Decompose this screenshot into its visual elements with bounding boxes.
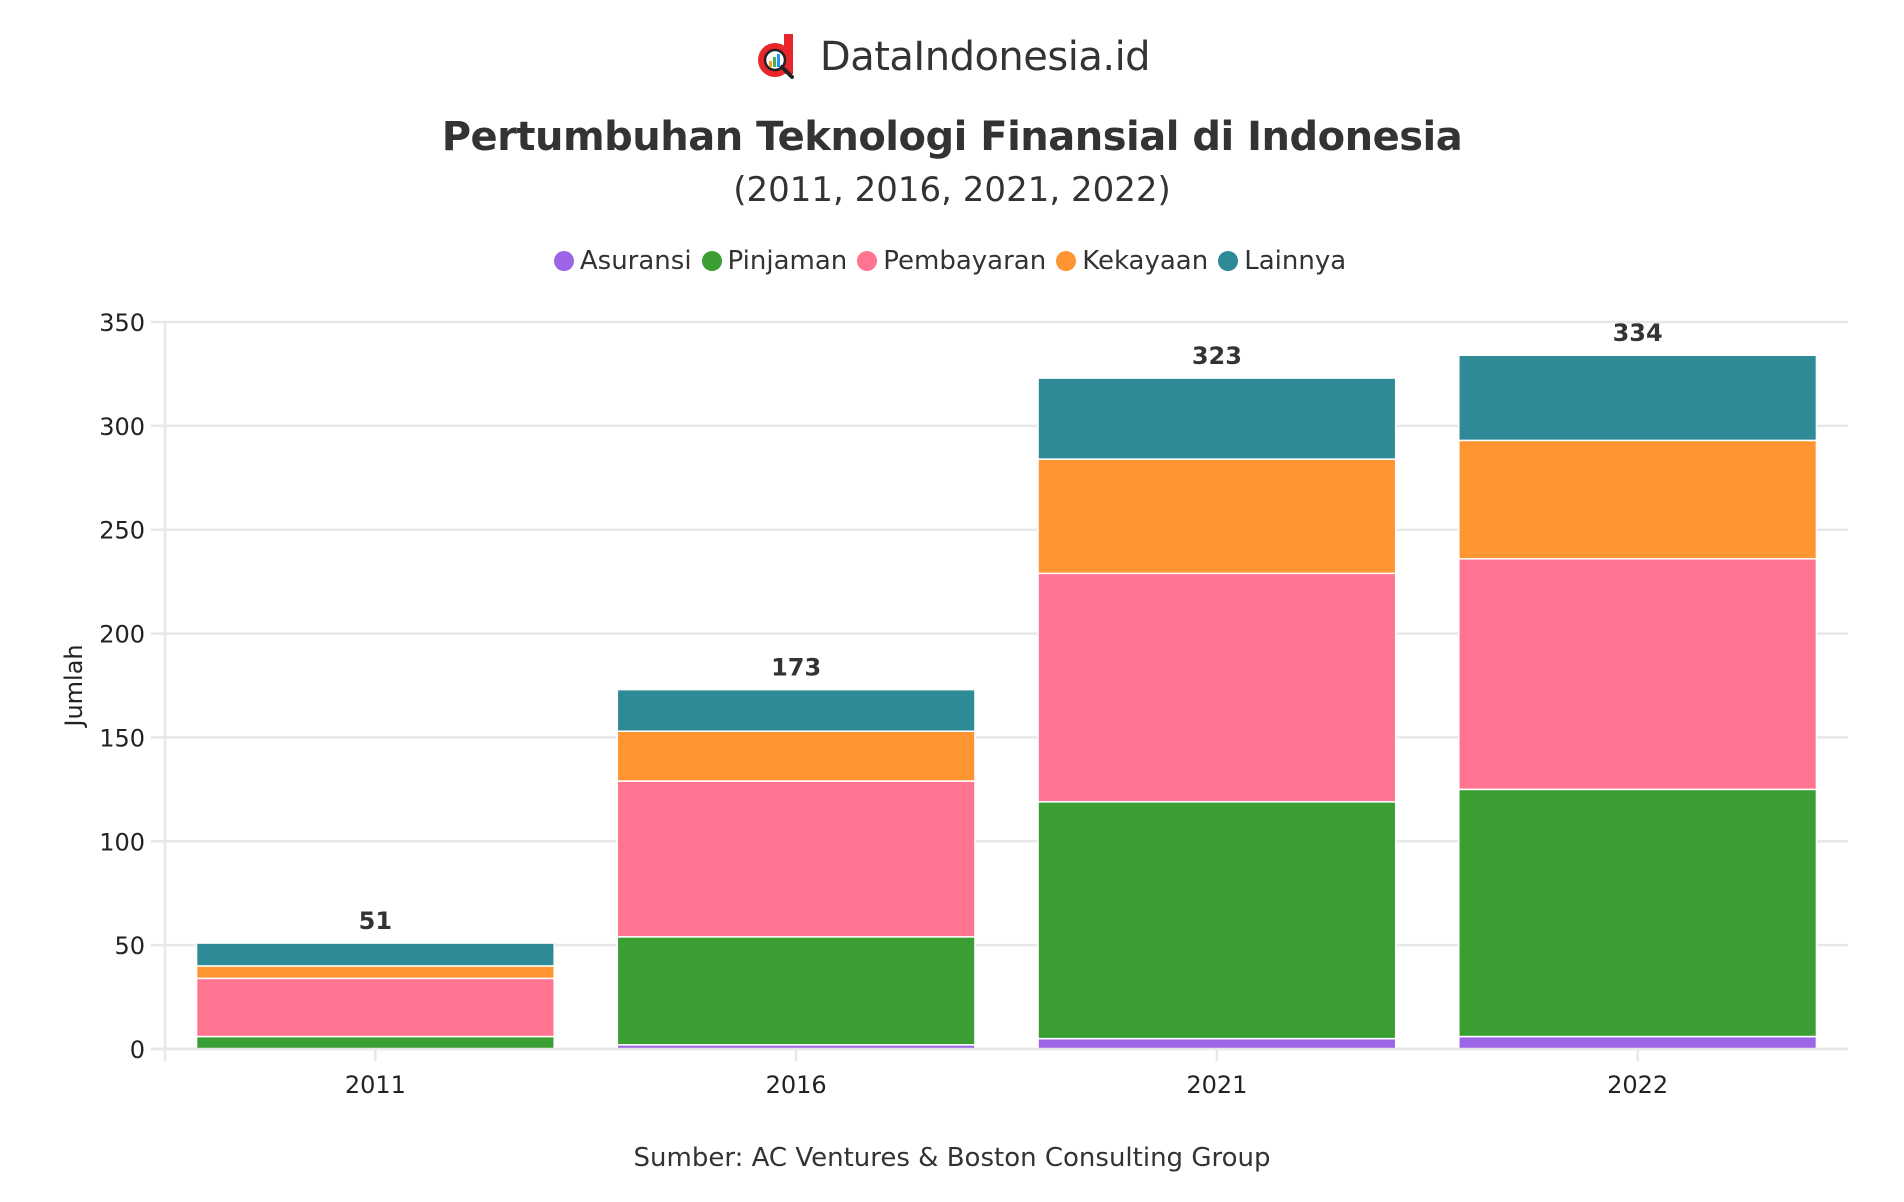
x-tick-label: 2022 [1607,1071,1668,1099]
bar-segment-pembayaran-2011 [195,977,555,1038]
bar-segment-kekayaan-2011 [195,965,555,980]
chart-legend: Asuransi Pinjaman Pembayaran Kekayaan Lainny… [0,246,1904,276]
x-tick-label: 2016 [766,1071,827,1099]
y-tick-label: 250 [99,517,145,545]
legend-dot-icon [1218,251,1239,271]
legend-dot-icon [553,251,574,271]
x-tick-label: 2021 [1186,1071,1247,1099]
bar-segment-pembayaran-2022 [1458,558,1818,791]
bar-segment-pembayaran-2016 [616,780,976,938]
bar-segment-kekayaan-2016 [616,730,976,782]
bar-segment-asuransi-2022 [1458,1035,1818,1050]
bar-segment-pinjaman-2011 [195,1035,555,1050]
bar-segment-pinjaman-2016 [616,936,976,1046]
y-tick-label: 200 [99,621,145,649]
legend-label: Lainnya [1244,246,1347,276]
legend-item-pembayaran[interactable]: Pembayaran [857,246,1046,276]
bar-segment-pinjaman-2021 [1037,801,1397,1040]
bar-segment-lainnya-2016 [616,688,976,732]
y-tick-label: 0 [130,1036,145,1064]
bar-segment-pinjaman-2022 [1458,788,1818,1038]
y-tick-label: 150 [99,724,145,752]
legend-label: Asuransi [579,246,692,276]
source-note: Sumber: AC Ventures & Boston Consulting … [633,1143,1271,1173]
legend-label: Pinjaman [727,246,848,276]
legend-dot-icon [1056,251,1077,271]
total-label: 334 [1613,319,1663,347]
bar-segment-kekayaan-2022 [1458,439,1818,560]
bar-segment-lainnya-2021 [1037,377,1397,460]
x-tick-label: 2011 [345,1071,406,1099]
legend-label: Pembayaran [883,246,1047,276]
bar-segment-kekayaan-2021 [1037,458,1397,575]
brand-header: DataIndonesia.id [0,32,1904,82]
legend-dot-icon [857,251,878,271]
y-tick-label: 300 [99,413,145,441]
bar-segment-lainnya-2022 [1458,354,1818,442]
bar-segment-lainnya-2011 [195,942,555,967]
legend-label: Kekayaan [1082,246,1209,276]
y-tick-label: 100 [99,828,145,856]
legend-dot-icon [701,251,722,271]
total-label: 173 [771,654,821,682]
legend-item-lainnya[interactable]: Lainnya [1218,246,1346,276]
y-tick-label: 50 [114,932,145,960]
total-label: 51 [359,907,392,935]
chart-title: Pertumbuhan Teknologi Finansial di Indon… [441,114,1463,160]
magnifier-chart-logo-icon [754,32,804,82]
bar-segment-pembayaran-2021 [1037,572,1397,803]
legend-item-pinjaman[interactable]: Pinjaman [701,246,848,276]
y-tick-label: 350 [99,309,145,337]
legend-item-kekayaan[interactable]: Kekayaan [1056,246,1208,276]
legend-item-asuransi[interactable]: Asuransi [553,246,692,276]
total-label: 323 [1192,342,1242,370]
bar-segment-asuransi-2021 [1037,1037,1397,1050]
y-axis-label: Jumlah [60,644,88,728]
brand-name: DataIndonesia.id [819,34,1151,80]
chart-subtitle: (2011, 2016, 2021, 2022) [733,170,1171,210]
